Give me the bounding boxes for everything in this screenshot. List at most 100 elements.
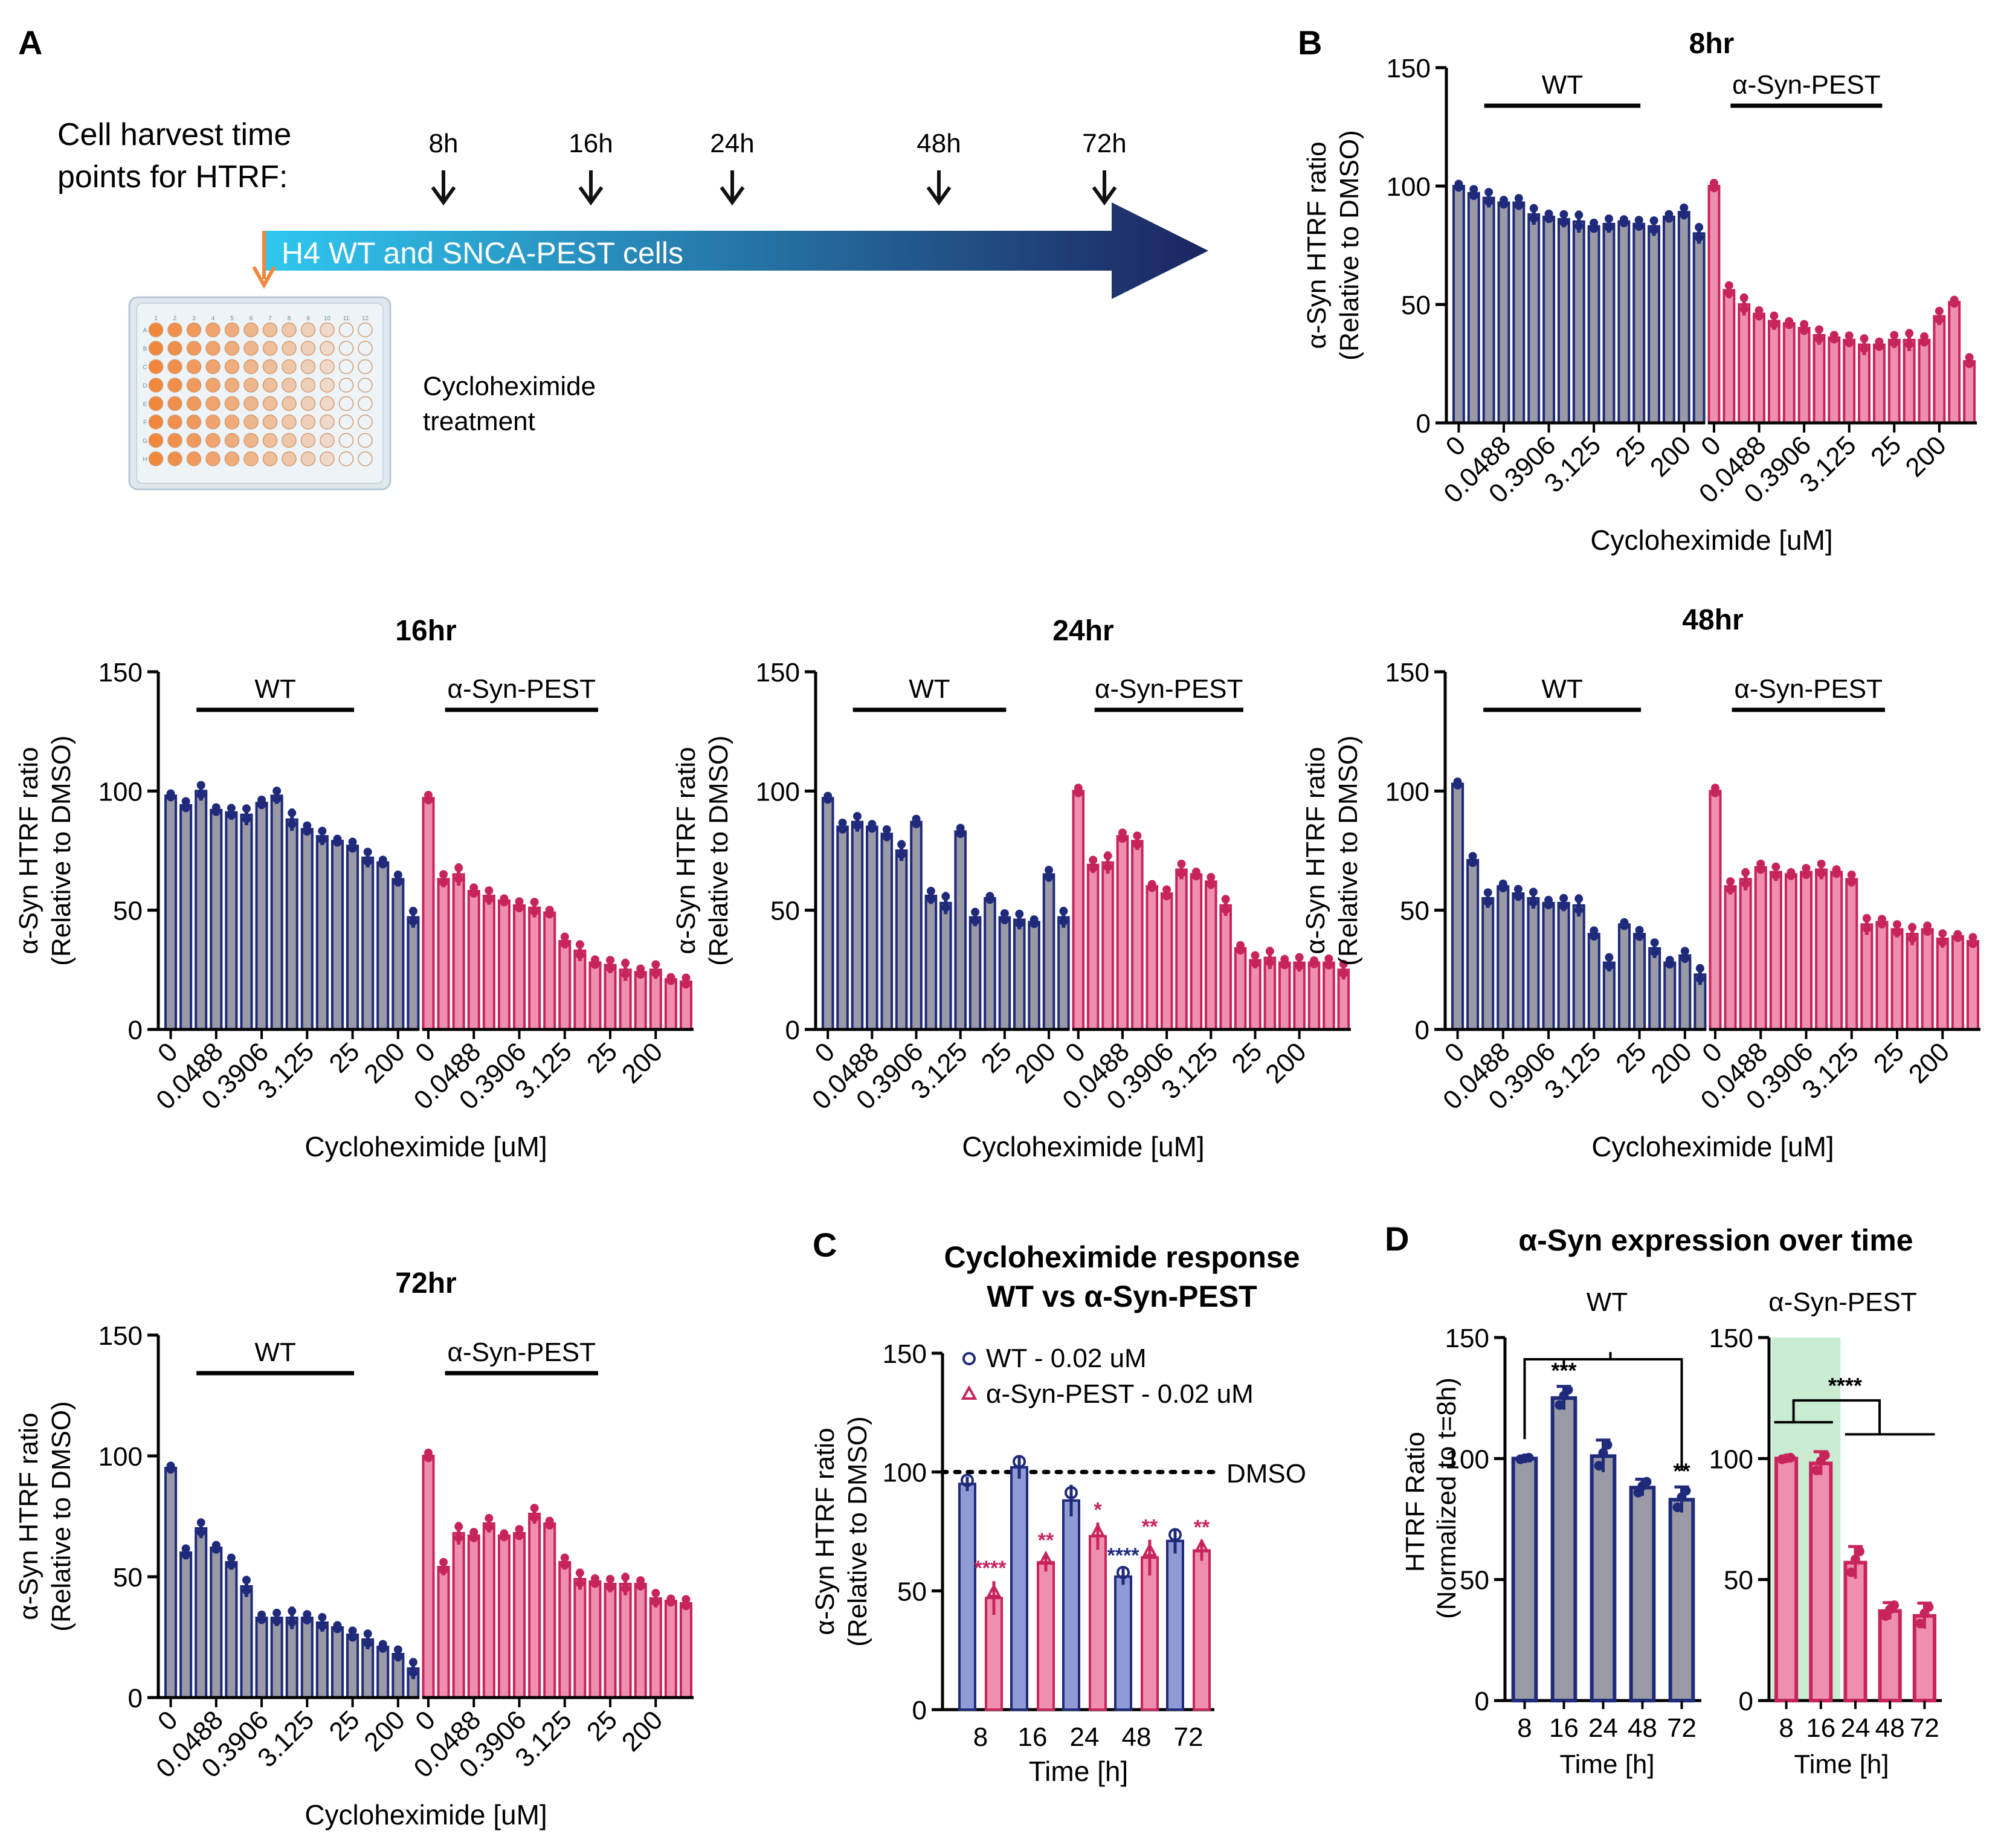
panelD_wt-y-tick-label: 50 <box>1460 1566 1489 1595</box>
plate-well <box>167 378 182 393</box>
plate-well <box>167 359 182 375</box>
panelC-significance: ** <box>1038 1529 1054 1552</box>
panelD_pest-x-tick-label: 24 <box>1841 1713 1870 1743</box>
panel-d-pest-title: α-Syn-PEST <box>1768 1287 1916 1317</box>
panelC-ylabel-line1: α-Syn HTRF ratio <box>810 1428 840 1635</box>
dose24-point <box>852 822 862 831</box>
dose48-point <box>1635 926 1644 935</box>
panel-d-ylabel-line2: (Normalized to t=8h) <box>1432 1377 1461 1619</box>
panelC-x-tick-label: 72 <box>1174 1722 1204 1752</box>
dose24-point <box>1251 959 1260 968</box>
dose48-point <box>1544 901 1553 910</box>
panelD_pest-bracket <box>1774 1399 1881 1435</box>
dose72-bar-pest <box>604 1583 617 1699</box>
dose8-bar-wt <box>1527 213 1541 424</box>
dose72-ylabel-line2: (Relative to DMSO) <box>47 1401 76 1631</box>
dose8-group-label-wt: WT <box>1542 70 1583 100</box>
dose24-point <box>1103 851 1112 860</box>
dose16-point <box>227 803 236 813</box>
dose48-bar-wt <box>1466 858 1480 1031</box>
panel-d-ylabel-line1: HTRF Ratio <box>1400 1432 1430 1572</box>
dose16-point <box>621 959 630 968</box>
plate-well <box>338 341 354 356</box>
dose8-point <box>1800 320 1809 329</box>
dose72-y-tick-label: 150 <box>98 1321 143 1351</box>
plate-col-label: 12 <box>362 315 369 322</box>
dose24-ylabel: α-Syn HTRF ratio (Relative to DMSO) <box>671 735 733 965</box>
plate-well <box>167 341 182 356</box>
panelC-point <box>986 1583 1002 1597</box>
plate-well <box>205 322 221 338</box>
dose72-point <box>348 1633 357 1642</box>
panel-c: C Cycloheximide response WT vs α-Syn-PES… <box>810 1226 1306 1787</box>
dose48-bar-wt <box>1633 933 1646 1031</box>
dose8-bar-pest <box>1797 327 1811 425</box>
dose8-point <box>1829 335 1838 344</box>
dose72-point <box>454 1533 463 1542</box>
panel-c-label: C <box>813 1226 837 1264</box>
dose16-point <box>606 964 615 973</box>
dose72-point <box>682 1602 691 1611</box>
dose24-point <box>912 820 921 829</box>
dose8-x-tick-label: 0 <box>1440 430 1472 462</box>
plate-row-label: B <box>143 346 147 353</box>
dose72-point <box>500 1533 509 1542</box>
plate-well <box>262 451 278 466</box>
dose72-point <box>378 1644 387 1653</box>
plate-well <box>205 378 221 393</box>
dose16-title: 16hr <box>395 615 456 647</box>
dose48-bar-wt <box>1451 782 1464 1031</box>
dose24-bar-wt <box>1028 921 1040 1031</box>
dose24-bar-wt <box>954 830 967 1031</box>
panelD_pest-x-tick-label: 48 <box>1875 1713 1905 1743</box>
plate-well <box>148 396 164 411</box>
dose48-bar-pest <box>1875 921 1889 1031</box>
dose8-point <box>1845 331 1854 340</box>
panelD_wt-point <box>1681 1486 1691 1496</box>
dose24-bar-wt <box>924 894 938 1031</box>
dose48-point <box>1877 919 1886 929</box>
dose24-point <box>1295 953 1304 962</box>
dose24-bar-pest <box>1175 868 1188 1031</box>
dose48-point <box>1802 863 1811 872</box>
panelD_pest-bar <box>1809 1461 1833 1702</box>
dose8-point <box>1469 185 1478 194</box>
dose24-point <box>1015 919 1024 928</box>
dose8-point <box>1514 201 1523 210</box>
dose72-point <box>227 1553 236 1562</box>
dose8-bar-wt <box>1512 201 1526 424</box>
dose24-x-tick-label: 0 <box>1060 1037 1091 1068</box>
dose16-point <box>454 863 463 872</box>
timepoint-arrow-16h <box>578 170 604 206</box>
dose24-ylabel-line2: (Relative to DMSO) <box>704 735 733 965</box>
dose24-point <box>882 825 891 834</box>
dose48-bar-wt <box>1648 947 1661 1031</box>
timepoint-arrow-8h <box>431 170 456 206</box>
panel-d-wt-title: WT <box>1587 1287 1628 1317</box>
dose48-point <box>1695 964 1704 973</box>
dose48-y-tick-label: 150 <box>1385 658 1429 687</box>
dose16-bar-wt <box>210 808 223 1031</box>
plate-well <box>358 322 373 338</box>
dose16-ylabel-line1: α-Syn HTRF ratio <box>14 747 44 954</box>
dose8-point <box>1484 197 1494 206</box>
dose24-point <box>971 907 980 916</box>
dose16-point <box>288 820 297 829</box>
dose24-bar-pest <box>1072 790 1085 1031</box>
dose8-bar-pest <box>1782 322 1796 424</box>
dose24-x-tick-label: 25 <box>976 1037 1017 1078</box>
panelC-bar-wt <box>958 1483 976 1711</box>
dose8-point <box>1529 204 1538 213</box>
dose8-bar-wt <box>1602 222 1616 424</box>
dose24-point <box>1177 869 1186 878</box>
timepoint-8h: 8h <box>429 129 459 158</box>
dose48-bar-pest <box>1769 871 1782 1031</box>
plate-well <box>186 341 202 356</box>
panelD_wt-bracket <box>1523 1358 1683 1471</box>
dose72-point <box>181 1551 190 1560</box>
dose8-bar-pest <box>1872 343 1886 425</box>
panelC-bar-wt <box>1062 1499 1080 1711</box>
plate-row-label: E <box>143 401 147 408</box>
